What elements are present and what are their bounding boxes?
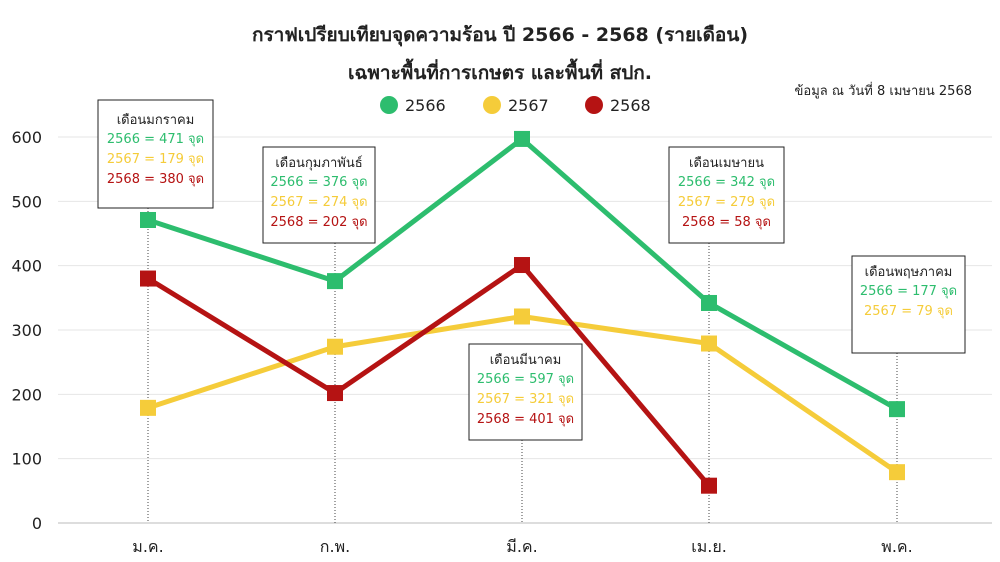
legend-label-2568: 2568 bbox=[610, 96, 651, 115]
x-tick-label: มี.ค. bbox=[506, 537, 537, 556]
annotation-title: เดือนกุมภาพันธ์ bbox=[275, 155, 362, 171]
annotation-value: 2566 = 597 จุด bbox=[477, 372, 574, 387]
x-tick-label: พ.ค. bbox=[881, 537, 912, 556]
y-tick-label: 200 bbox=[11, 385, 42, 404]
data-point-2567 bbox=[701, 335, 717, 352]
x-tick-label: ก.พ. bbox=[320, 537, 350, 556]
data-point-2567 bbox=[327, 338, 343, 355]
annotation-title: เดือนเมษายน bbox=[689, 155, 764, 171]
annotation-box bbox=[668, 146, 785, 244]
annotation-title: เดือนพฤษภาคม bbox=[865, 264, 953, 280]
data-point-2566 bbox=[889, 401, 905, 418]
legend-label-2566: 2566 bbox=[405, 96, 446, 115]
annotation-value: 2567 = 79 จุด bbox=[864, 304, 953, 319]
data-point-2566 bbox=[701, 294, 717, 311]
y-tick-label: 400 bbox=[11, 257, 42, 276]
annotation-value: 2566 = 471 จุด bbox=[107, 132, 204, 147]
annotation-value: 2566 = 177 จุด bbox=[860, 284, 957, 299]
legend-marker-2567 bbox=[483, 96, 501, 114]
annotation-value: 2566 = 342 จุด bbox=[678, 175, 775, 190]
data-point-2568 bbox=[514, 257, 530, 274]
data-point-2566 bbox=[327, 273, 343, 290]
data-point-2566 bbox=[140, 211, 156, 228]
y-tick-label: 100 bbox=[11, 450, 42, 469]
y-tick-label: 300 bbox=[11, 321, 42, 340]
data-point-2567 bbox=[889, 464, 905, 481]
x-tick-label: เม.ย. bbox=[691, 537, 727, 556]
chart-title: กราฟเปรียบเทียบจุดความร้อน ปี 2566 - 256… bbox=[251, 24, 749, 46]
annotation-box bbox=[262, 146, 376, 244]
annotation-value: 2567 = 279 จุด bbox=[678, 195, 775, 210]
annotation-value: 2567 = 179 จุด bbox=[107, 152, 204, 167]
data-point-2568 bbox=[140, 270, 156, 287]
annotation-value: 2568 = 58 จุด bbox=[682, 215, 771, 230]
legend-label-2567: 2567 bbox=[508, 96, 549, 115]
annotation-value: 2567 = 321 จุด bbox=[477, 392, 574, 407]
data-point-2566 bbox=[514, 130, 530, 147]
y-tick-label: 500 bbox=[11, 192, 42, 211]
annotation-title: เดือนมีนาคม bbox=[490, 352, 562, 368]
legend-marker-2566 bbox=[380, 96, 398, 114]
chart-subtitle: เฉพาะพื้นที่การเกษตร และพื้นที่ สปก. bbox=[347, 62, 653, 84]
y-tick-label: 600 bbox=[11, 128, 42, 147]
data-point-2568 bbox=[327, 385, 343, 402]
series-line-2568 bbox=[146, 262, 711, 488]
data-date-note: ข้อมูล ณ วันที่ 8 เมษายน 2568 bbox=[794, 84, 972, 99]
data-point-2567 bbox=[140, 399, 156, 416]
x-tick-label: ม.ค. bbox=[132, 537, 163, 556]
data-point-2567 bbox=[514, 308, 530, 325]
annotation-value: 2568 = 380 จุด bbox=[107, 172, 204, 187]
annotation-box bbox=[97, 99, 214, 209]
annotation-value: 2568 = 401 จุด bbox=[477, 412, 574, 427]
annotation-value: 2568 = 202 จุด bbox=[270, 215, 367, 230]
annotation-title: เดือนมกราคม bbox=[117, 112, 195, 128]
legend-marker-2568 bbox=[585, 96, 603, 114]
y-tick-label: 0 bbox=[32, 514, 42, 533]
annotation-value: 2567 = 274 จุด bbox=[270, 195, 367, 210]
data-point-2568 bbox=[701, 477, 717, 494]
annotation-box bbox=[468, 343, 583, 441]
annotation-value: 2566 = 376 จุด bbox=[270, 175, 367, 190]
annotation-box bbox=[851, 255, 966, 354]
